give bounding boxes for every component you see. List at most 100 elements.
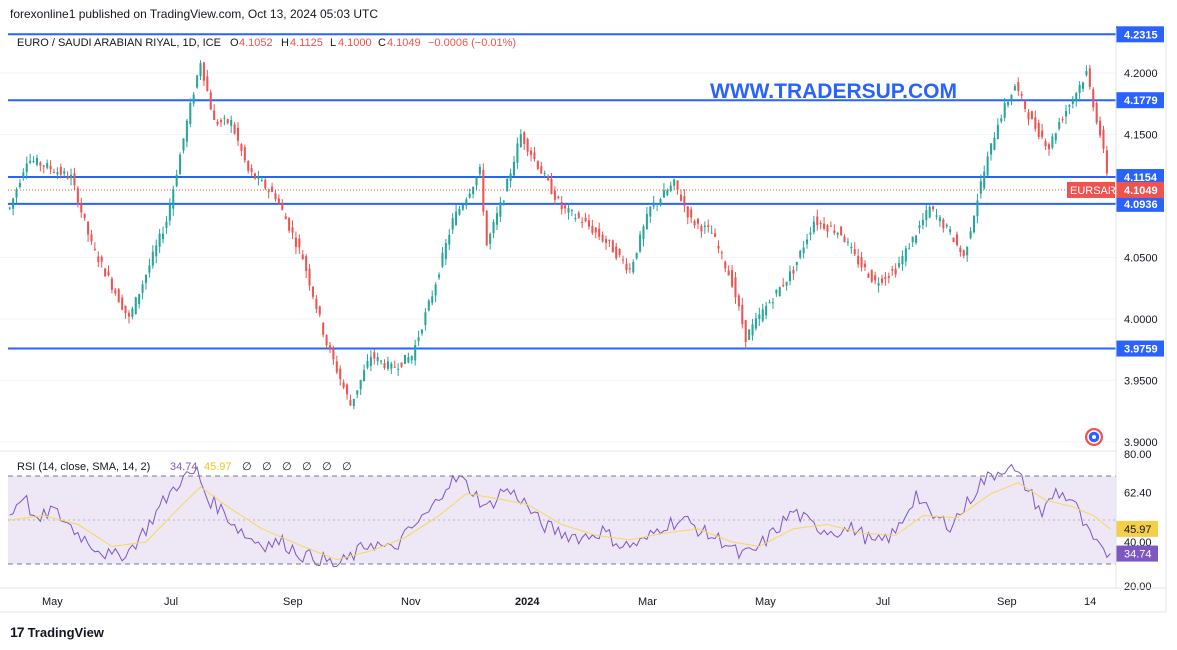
rsi-ma-line [9, 482, 1111, 561]
candle-body [240, 144, 243, 151]
candle-body [73, 173, 76, 186]
candle-body [1010, 94, 1013, 101]
candle-body [158, 233, 161, 247]
rsi-placeholder-icon: ∅ [302, 461, 312, 473]
time-tick-label: May [42, 596, 63, 608]
legend-close-label: C [378, 37, 386, 49]
time-tick-label: Sep [997, 596, 1017, 608]
candle-body [1000, 118, 1003, 122]
candle-body [608, 239, 611, 241]
candle-body [250, 168, 253, 173]
candle-body [714, 233, 717, 237]
price-axis[interactable]: 4.2000 4.1500 4.0500 4.0000 3.9500 3.9000 [1124, 68, 1158, 449]
candle-body [540, 166, 543, 174]
candle-body [438, 274, 441, 278]
candle-body [332, 348, 335, 360]
candle-body [581, 222, 584, 224]
candle-body [921, 219, 924, 226]
candle-body [836, 232, 839, 235]
candle-body [298, 238, 301, 248]
level-price-label: 4.0936 [1124, 199, 1158, 211]
candle-body [288, 217, 291, 231]
time-tick-label: Sep [283, 596, 303, 608]
candle-body [1102, 129, 1105, 149]
candle-body [853, 249, 856, 255]
candle-body [884, 277, 887, 279]
rsi-placeholder-icon: ∅ [322, 461, 332, 473]
footer-brand[interactable]: 17 TradingView [10, 624, 104, 640]
candle-body [669, 185, 672, 191]
rsi-tick-label: 62.40 [1124, 488, 1152, 500]
level-price-label: 4.2315 [1124, 29, 1158, 41]
candle-body [32, 161, 35, 163]
candle-body [955, 234, 958, 245]
candle-body [1024, 100, 1027, 109]
candle-body [806, 239, 809, 244]
candle-body [342, 382, 345, 388]
candle-body [230, 120, 233, 126]
price-tick-label: 4.0500 [1124, 252, 1158, 264]
time-tick-label: 2024 [515, 596, 540, 608]
rsi-line [9, 463, 1111, 568]
candle-body [1058, 122, 1061, 129]
candle-body [455, 211, 458, 226]
candle-body [213, 110, 216, 120]
candle-body [359, 379, 362, 390]
rsi-tick-label: 80.00 [1124, 449, 1152, 461]
candle-body [209, 92, 212, 110]
candle-body [976, 200, 979, 217]
watermark-text: WWW.TRADERSUP.COM [710, 80, 957, 103]
candle-body [380, 360, 383, 362]
alert-clock-icon[interactable] [1085, 428, 1103, 446]
level-price-label: 4.1154 [1124, 172, 1158, 184]
rsi-placeholder-icon: ∅ [262, 461, 272, 473]
candle-body [39, 162, 42, 166]
candle-body [448, 234, 451, 245]
candle-body [134, 297, 137, 315]
candle-body [478, 166, 481, 175]
candle-body [942, 219, 945, 229]
candle-body [52, 171, 56, 173]
candle-body [809, 232, 812, 235]
candle-body [639, 234, 642, 252]
candle-body [591, 226, 594, 233]
candle-body [819, 223, 822, 225]
candle-body [318, 306, 321, 315]
candle-body [543, 173, 546, 175]
rsi-ma-tag [1116, 520, 1158, 537]
candle-body [441, 252, 444, 267]
candle-body [710, 232, 713, 234]
legend-high-value: 4.1125 [290, 37, 323, 49]
rsi-value-tag [1116, 545, 1158, 562]
legend-low-label: L [330, 37, 336, 49]
candle-body [1047, 144, 1050, 150]
candle-body [87, 221, 90, 235]
candle-body [56, 172, 59, 175]
candle-body [18, 182, 21, 188]
candle-body [335, 361, 338, 373]
last-price-label: 4.1049 [1124, 185, 1158, 197]
rsi-placeholder-icon: ∅ [242, 461, 252, 473]
candle-body [267, 191, 270, 193]
candle-body [100, 256, 103, 262]
candle-body [915, 235, 918, 243]
candle-body [1085, 71, 1088, 76]
candle-body [417, 337, 420, 342]
candle-body [216, 121, 219, 125]
candle-body [1061, 119, 1064, 121]
candle-body [400, 362, 403, 367]
time-axis[interactable]: May Jul Sep Nov 2024 Mar May Jul Sep 14 [42, 596, 1096, 608]
candle-body [744, 320, 747, 342]
candle-body [949, 229, 952, 233]
candle-body [731, 270, 734, 287]
candle-body [523, 132, 526, 144]
time-tick-label: 14 [1084, 596, 1096, 608]
candle-body [1092, 89, 1095, 108]
candle-body [502, 200, 505, 202]
candle-body [144, 274, 148, 283]
candle-body [816, 216, 819, 226]
symbol-tag [1067, 181, 1115, 198]
price-tick-label: 3.9000 [1124, 437, 1158, 449]
